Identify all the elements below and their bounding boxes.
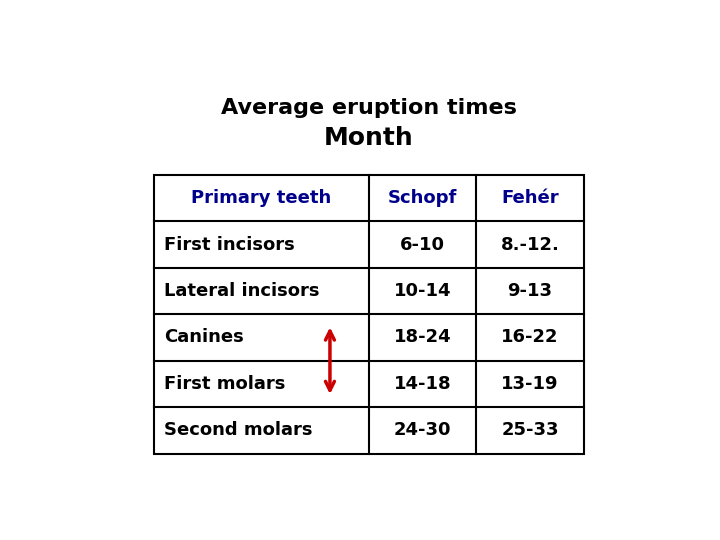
Text: Fehér: Fehér [501, 189, 559, 207]
Text: Canines: Canines [164, 328, 244, 347]
Text: 9-13: 9-13 [508, 282, 553, 300]
Text: Second molars: Second molars [164, 421, 312, 440]
Text: 8.-12.: 8.-12. [500, 235, 559, 254]
Text: First incisors: First incisors [164, 235, 295, 254]
Text: First molars: First molars [164, 375, 286, 393]
Text: 24-30: 24-30 [394, 421, 451, 440]
Text: Primary teeth: Primary teeth [192, 189, 332, 207]
Text: 18-24: 18-24 [394, 328, 451, 347]
Text: 14-18: 14-18 [394, 375, 451, 393]
Text: Schopf: Schopf [388, 189, 457, 207]
Text: Lateral incisors: Lateral incisors [164, 282, 320, 300]
Text: Average eruption times: Average eruption times [221, 98, 517, 118]
Text: Month: Month [324, 126, 414, 150]
Text: 6-10: 6-10 [400, 235, 445, 254]
Text: 10-14: 10-14 [394, 282, 451, 300]
Text: 25-33: 25-33 [501, 421, 559, 440]
Text: 13-19: 13-19 [501, 375, 559, 393]
Text: 16-22: 16-22 [501, 328, 559, 347]
